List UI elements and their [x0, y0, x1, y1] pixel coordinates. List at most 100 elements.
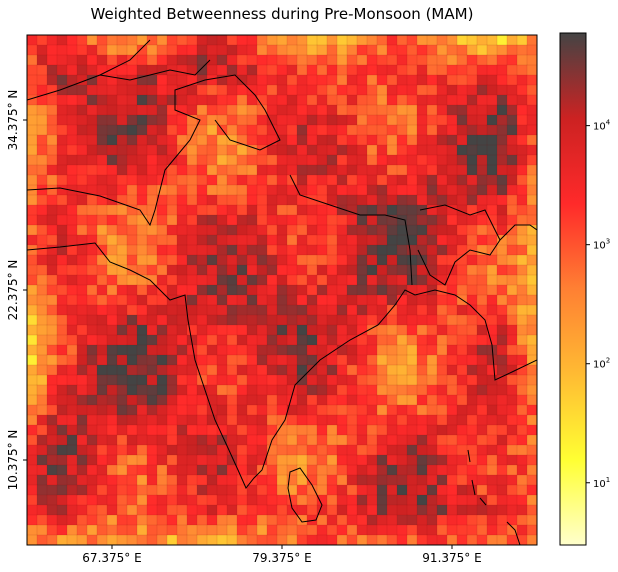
- heatmap-cell: [136, 424, 148, 436]
- heatmap-cell: [36, 484, 48, 496]
- heatmap-cell: [416, 494, 428, 506]
- heatmap-cell: [156, 314, 168, 326]
- heatmap-cell: [416, 414, 428, 426]
- heatmap-cell: [376, 164, 388, 176]
- heatmap-cell: [276, 44, 288, 56]
- heatmap-cell: [456, 104, 468, 116]
- heatmap-cell: [436, 134, 448, 146]
- heatmap-cell: [106, 464, 118, 476]
- heatmap-cell: [286, 194, 298, 206]
- heatmap-cell: [156, 244, 168, 256]
- heatmap-cell: [126, 484, 138, 496]
- heatmap-cell: [186, 44, 198, 56]
- heatmap-cell: [206, 414, 218, 426]
- heatmap-cell: [246, 164, 258, 176]
- heatmap-cell: [516, 304, 528, 316]
- heatmap-cell: [406, 304, 418, 316]
- heatmap-cell: [366, 374, 378, 386]
- heatmap-cell: [376, 94, 388, 106]
- heatmap-cell: [216, 194, 228, 206]
- heatmap-cell: [96, 224, 108, 236]
- heatmap-cell: [416, 354, 428, 366]
- heatmap-cell: [356, 54, 368, 66]
- heatmap-cell: [416, 524, 428, 536]
- heatmap-cell: [246, 324, 258, 336]
- heatmap-cell: [456, 54, 468, 66]
- heatmap-cell: [346, 64, 358, 76]
- heatmap-cell: [27, 44, 38, 56]
- heatmap-cell: [136, 154, 148, 166]
- heatmap-cell: [196, 444, 208, 456]
- heatmap-cell: [286, 264, 298, 276]
- heatmap-cell: [76, 84, 88, 96]
- heatmap-cell: [456, 134, 468, 146]
- heatmap-cell: [486, 304, 498, 316]
- heatmap-cell: [266, 314, 278, 326]
- heatmap-cell: [256, 244, 268, 256]
- heatmap-cell: [286, 244, 298, 256]
- heatmap-cell: [86, 114, 98, 126]
- heatmap-cell: [436, 54, 448, 66]
- heatmap-cell: [506, 144, 518, 156]
- heatmap-cell: [396, 184, 408, 196]
- heatmap-cell: [176, 35, 188, 46]
- heatmap-cell: [286, 284, 298, 296]
- heatmap-cell: [346, 394, 358, 406]
- heatmap-cell: [66, 474, 78, 486]
- heatmap-cell: [516, 364, 528, 376]
- heatmap-cell: [356, 304, 368, 316]
- heatmap-cell: [426, 244, 438, 256]
- heatmap-cell: [196, 344, 208, 356]
- heatmap-cell: [336, 274, 348, 286]
- heatmap-cell: [86, 394, 98, 406]
- heatmap-cell: [386, 274, 398, 286]
- heatmap-cell: [76, 204, 88, 216]
- heatmap-cell: [356, 344, 368, 356]
- heatmap-cell: [316, 474, 328, 486]
- heatmap-cell: [486, 234, 498, 246]
- heatmap-cell: [256, 434, 268, 446]
- heatmap-cell: [276, 434, 288, 446]
- heatmap-cell: [166, 94, 178, 106]
- heatmap-cell: [326, 144, 338, 156]
- heatmap-cell: [216, 104, 228, 116]
- heatmap-cell: [216, 214, 228, 226]
- heatmap-cell: [96, 324, 108, 336]
- heatmap-cell: [426, 384, 438, 396]
- heatmap-cell: [436, 174, 448, 186]
- heatmap-cell: [296, 384, 308, 396]
- heatmap-cell: [466, 134, 478, 146]
- heatmap-cell: [56, 194, 68, 206]
- heatmap-cell: [416, 344, 428, 356]
- heatmap-cell: [27, 474, 38, 486]
- heatmap-cell: [386, 354, 398, 366]
- heatmap-cell: [96, 384, 108, 396]
- heatmap-cell: [386, 304, 398, 316]
- heatmap-cell: [66, 314, 78, 326]
- heatmap-cell: [496, 344, 508, 356]
- heatmap-cell: [216, 254, 228, 266]
- heatmap-cell: [186, 534, 198, 545]
- heatmap-cell: [206, 384, 218, 396]
- heatmap-cell: [396, 414, 408, 426]
- heatmap-cell: [456, 534, 468, 545]
- heatmap-cell: [316, 394, 328, 406]
- heatmap-cell: [466, 334, 478, 346]
- heatmap-cell: [466, 144, 478, 156]
- heatmap-cell: [486, 284, 498, 296]
- heatmap-cell: [436, 284, 448, 296]
- heatmap-cell: [176, 394, 188, 406]
- heatmap-cell: [216, 504, 228, 516]
- heatmap-cell: [496, 504, 508, 516]
- heatmap-cell: [326, 84, 338, 96]
- heatmap-cell: [286, 124, 298, 136]
- heatmap-cell: [96, 314, 108, 326]
- heatmap-cell: [156, 224, 168, 236]
- heatmap-cell: [496, 434, 508, 446]
- heatmap-cell: [236, 514, 248, 526]
- heatmap-cell: [476, 414, 488, 426]
- heatmap-cell: [256, 184, 268, 196]
- heatmap-cell: [276, 294, 288, 306]
- heatmap-cell: [446, 324, 458, 336]
- heatmap-cell: [366, 314, 378, 326]
